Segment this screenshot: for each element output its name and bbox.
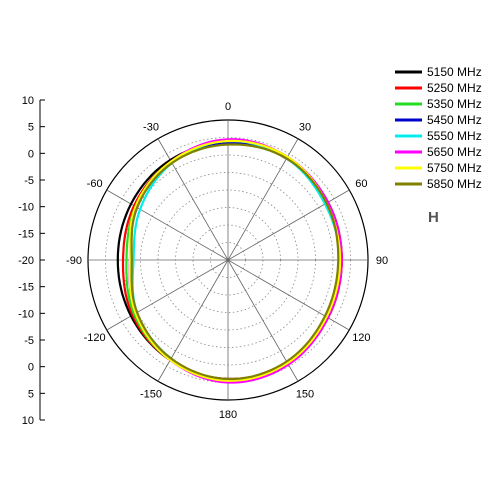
radial-tick-label: 10 xyxy=(22,95,34,107)
radial-tick-label: -5 xyxy=(24,335,34,347)
legend-label: 5450 MHz xyxy=(427,113,482,127)
grid-spoke xyxy=(227,259,350,331)
grid-spoke xyxy=(106,259,229,331)
radial-tick-label: -20 xyxy=(18,255,34,267)
polar-grid xyxy=(87,119,369,401)
radial-tick-label: 5 xyxy=(28,122,34,134)
grid-spoke xyxy=(227,189,350,261)
angle-tick-label: -150 xyxy=(140,388,162,400)
radial-tick-label: 10 xyxy=(22,415,34,427)
legend-label: 5150 MHz xyxy=(427,65,482,79)
grid-spoke xyxy=(157,138,229,261)
angle-tick-label: 0 xyxy=(225,101,231,113)
series-line-5850-mhz xyxy=(130,143,340,381)
angle-tick-label: -90 xyxy=(66,255,82,267)
radial-tick-label: -15 xyxy=(18,282,34,294)
radial-tick-label: -10 xyxy=(18,202,34,214)
angle-tick-label: -30 xyxy=(143,122,159,134)
grid-spoke xyxy=(157,259,229,382)
legend-label: 5250 MHz xyxy=(427,81,482,95)
radial-tick-label: 0 xyxy=(28,148,34,160)
legend-label: 5650 MHz xyxy=(427,145,482,159)
legend-label: 5850 MHz xyxy=(427,177,482,191)
radial-axis: 10 5 0 -5 -10 -15 -20 -15 -10 -5 0 5 10 xyxy=(18,95,45,427)
series-curves xyxy=(116,138,343,384)
radial-tick-label: 5 xyxy=(28,388,34,400)
angle-tick-label: 120 xyxy=(352,332,370,344)
radial-tick-label: -5 xyxy=(24,175,34,187)
radial-tick-label: 0 xyxy=(28,362,34,374)
angle-tick-label: -120 xyxy=(84,332,106,344)
angle-tick-label: 150 xyxy=(296,388,314,400)
plane-label: H xyxy=(428,209,439,226)
radial-tick-label: -15 xyxy=(18,228,34,240)
angular-axis: 0 30 60 90 120 150 180 -150 -120 -90 -60 -30 xyxy=(66,101,388,421)
angle-tick-label: 90 xyxy=(376,255,388,267)
legend-label: 5750 MHz xyxy=(427,161,482,175)
angle-tick-label: 60 xyxy=(355,178,367,190)
angle-tick-label: -60 xyxy=(87,178,103,190)
radial-tick-label: -10 xyxy=(18,308,34,320)
legend-label: 5350 MHz xyxy=(427,97,482,111)
legend-label: 5550 MHz xyxy=(427,129,482,143)
grid-spoke xyxy=(106,189,229,261)
legend: 5150 MHz 5250 MHz 5350 MHz 5450 MHz 5550 MHz… xyxy=(395,65,482,191)
angle-tick-label: 180 xyxy=(219,409,237,421)
angle-tick-label: 30 xyxy=(299,122,311,134)
